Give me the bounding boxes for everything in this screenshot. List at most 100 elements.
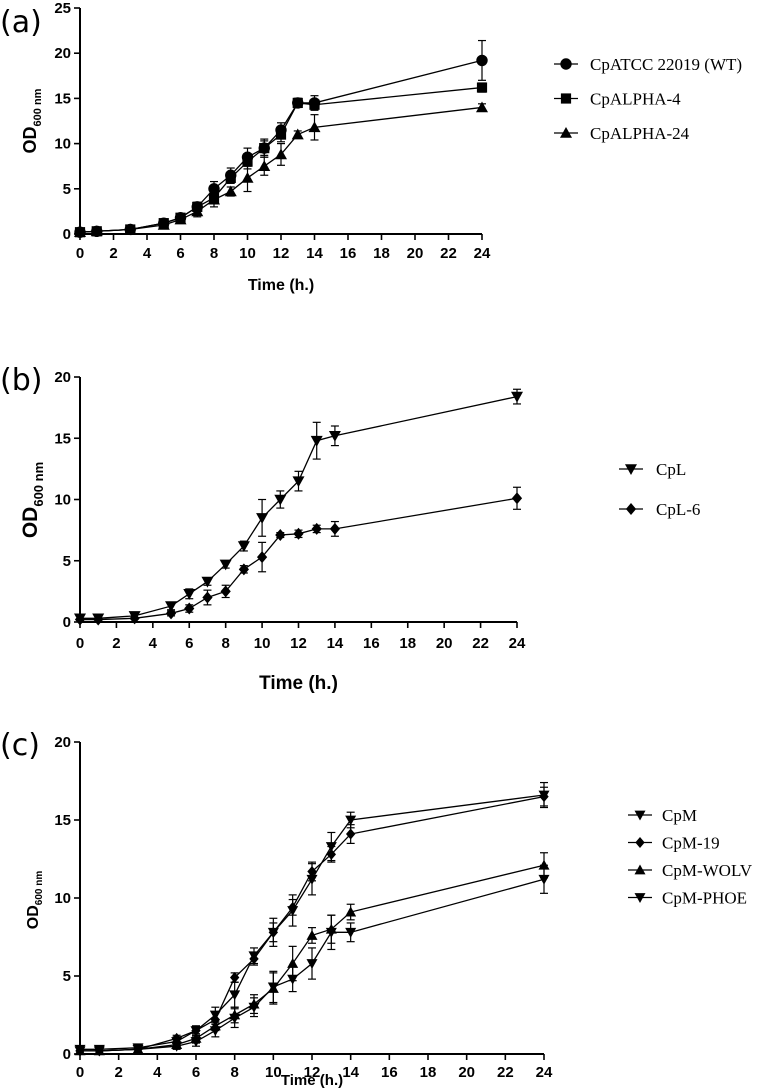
x-tick-label: 10 xyxy=(265,1064,282,1081)
x-tick-label: 8 xyxy=(230,1064,238,1081)
data-point xyxy=(229,1013,241,1024)
data-point xyxy=(275,529,286,542)
data-point xyxy=(191,205,204,217)
panel-letter: (c) xyxy=(0,728,40,763)
x-tick-label: 8 xyxy=(221,635,229,652)
x-tick-label: 8 xyxy=(210,245,218,262)
data-point xyxy=(345,828,356,840)
x-tick-label: 18 xyxy=(373,245,390,262)
x-tick-label: 24 xyxy=(509,635,526,652)
data-point xyxy=(129,612,140,625)
legend-entry: CpALPHA-24 xyxy=(554,124,690,143)
legend-entry: CpL-6 xyxy=(619,500,700,519)
x-axis-title: Time (h.) xyxy=(281,1072,343,1088)
data-point xyxy=(345,906,357,917)
data-point xyxy=(209,1026,221,1037)
x-tick-label: 6 xyxy=(176,245,184,262)
series-line xyxy=(80,795,545,1052)
y-tick-label: 25 xyxy=(54,0,71,17)
data-point xyxy=(345,927,357,938)
x-tick-label: 24 xyxy=(536,1064,553,1081)
x-tick-label: 20 xyxy=(407,245,424,262)
data-point xyxy=(275,148,287,160)
y-tick-label: 15 xyxy=(54,430,71,447)
data-point xyxy=(306,959,318,970)
x-tick-label: 12 xyxy=(290,635,307,652)
x-tick-label: 22 xyxy=(497,1064,514,1081)
data-point xyxy=(242,156,253,167)
data-point xyxy=(184,602,195,615)
data-point xyxy=(165,601,178,613)
legend-marker xyxy=(625,503,637,515)
data-point xyxy=(511,391,523,403)
x-tick-label: 14 xyxy=(327,635,344,652)
data-point xyxy=(307,865,317,877)
x-tick-label: 14 xyxy=(306,245,323,262)
data-point xyxy=(74,1046,86,1057)
legend-label: CpL-6 xyxy=(656,500,700,519)
x-tick-label: 0 xyxy=(76,635,84,652)
data-point xyxy=(157,218,170,230)
legend-entry: CpATCC 22019 (WT) xyxy=(554,55,742,74)
data-point xyxy=(476,54,488,67)
legend-label: CpL xyxy=(656,460,686,479)
data-point xyxy=(256,513,269,524)
data-point xyxy=(93,613,104,626)
data-point xyxy=(165,607,177,620)
data-point xyxy=(241,171,254,183)
legend-marker xyxy=(560,127,572,138)
x-tick-label: 14 xyxy=(342,1064,359,1081)
data-point xyxy=(309,99,320,110)
y-tick-label: 10 xyxy=(54,492,71,509)
x-tick-label: 4 xyxy=(149,635,158,652)
series-cpm xyxy=(74,781,550,1055)
panel-letter: (b) xyxy=(0,363,42,398)
series-line xyxy=(80,794,545,1050)
x-tick-label: 12 xyxy=(273,245,290,262)
x-tick-label: 18 xyxy=(420,1064,437,1081)
y-tick-label: 20 xyxy=(54,45,71,62)
data-point xyxy=(208,183,220,195)
data-point xyxy=(328,431,341,442)
data-point xyxy=(229,972,240,984)
data-point xyxy=(237,541,250,553)
legend-label: CpM xyxy=(662,806,697,825)
x-tick-label: 18 xyxy=(399,635,416,652)
data-point xyxy=(258,160,271,171)
legend-marker xyxy=(560,58,572,70)
data-point xyxy=(310,435,323,447)
data-point xyxy=(132,1044,144,1055)
data-point xyxy=(292,476,305,488)
data-point xyxy=(291,128,304,140)
legend-marker xyxy=(635,837,645,848)
data-point xyxy=(308,121,321,133)
data-point xyxy=(287,901,298,913)
legend-marker xyxy=(634,864,646,875)
legend-marker xyxy=(634,810,646,821)
data-point xyxy=(345,815,357,826)
y-tick-label: 0 xyxy=(63,614,71,631)
x-tick-label: 24 xyxy=(474,245,491,262)
data-point xyxy=(287,958,299,968)
series-cpl xyxy=(74,388,523,625)
legend-label: CpM-WOLV xyxy=(662,861,753,880)
x-tick-label: 16 xyxy=(340,245,357,262)
legend-marker xyxy=(625,464,637,475)
data-point xyxy=(249,953,259,965)
panel-letter: (a) xyxy=(0,5,42,40)
series-line xyxy=(80,395,518,619)
data-point xyxy=(238,563,249,576)
data-point xyxy=(306,929,318,940)
x-tick-label: 20 xyxy=(436,635,453,652)
y-tick-label: 5 xyxy=(63,968,71,985)
legend-marker xyxy=(560,93,572,104)
x-tick-label: 12 xyxy=(304,1064,321,1081)
x-tick-label: 0 xyxy=(76,1064,84,1081)
data-point xyxy=(74,226,86,237)
legend-entry: CpL xyxy=(619,460,686,479)
data-point xyxy=(476,101,488,113)
legend-label: CpATCC 22019 (WT) xyxy=(590,55,742,74)
legend-entry: CpM-19 xyxy=(628,834,720,853)
